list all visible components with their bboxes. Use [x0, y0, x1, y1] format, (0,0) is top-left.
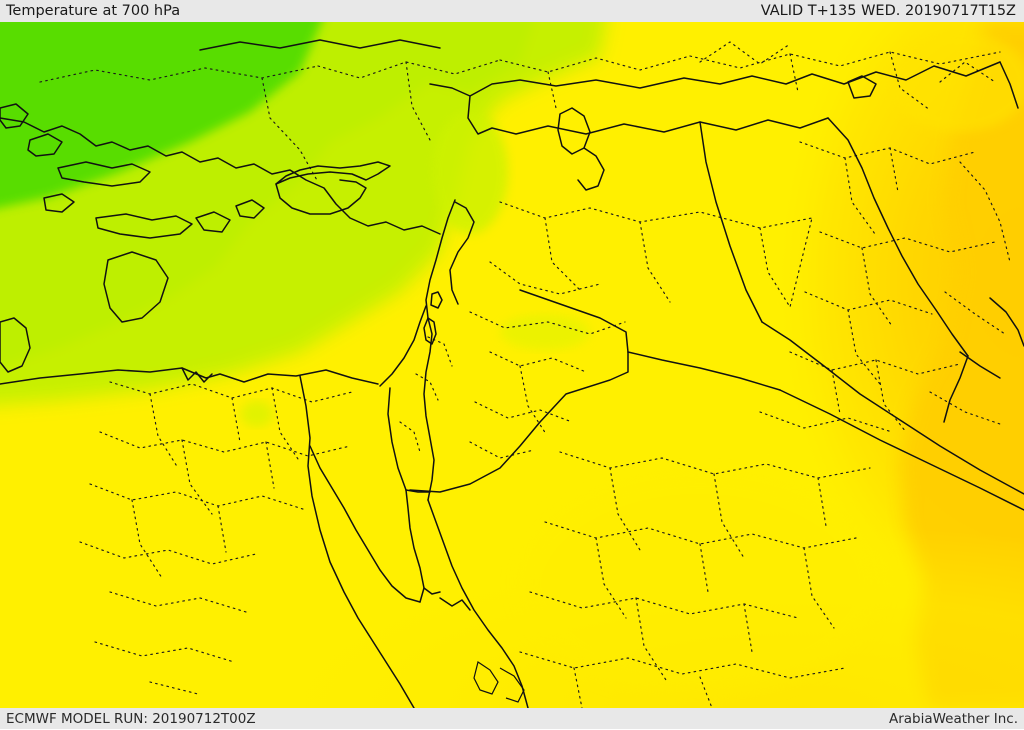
- temperature-map[interactable]: [0, 22, 1024, 708]
- coastline-detail: [473, 661, 525, 703]
- national-borders: [0, 39, 1024, 708]
- valid-time-label: VALID T+135 WED. 20190717T15Z: [760, 3, 1016, 19]
- model-run-label: ECMWF MODEL RUN: 20190712T00Z: [6, 710, 256, 727]
- field-warm-pocket-ne: [890, 32, 1024, 132]
- map-canvas: [0, 22, 1024, 708]
- footer-bar: ECMWF MODEL RUN: 20190712T00Z ArabiaWeat…: [0, 708, 1024, 729]
- map-parameter-title: Temperature at 700 hPa: [6, 3, 181, 19]
- admin-boundaries: [39, 41, 1011, 708]
- field-green-pocket-levant: [432, 110, 508, 234]
- provider-label: ArabiaWeather Inc.: [888, 710, 1018, 727]
- header-bar: Temperature at 700 hPa VALID T+135 WED. …: [0, 0, 1024, 22]
- field-warm-pocket-arabia: [520, 472, 880, 692]
- temperature-field: [0, 22, 1024, 708]
- field-green-core: [0, 22, 322, 208]
